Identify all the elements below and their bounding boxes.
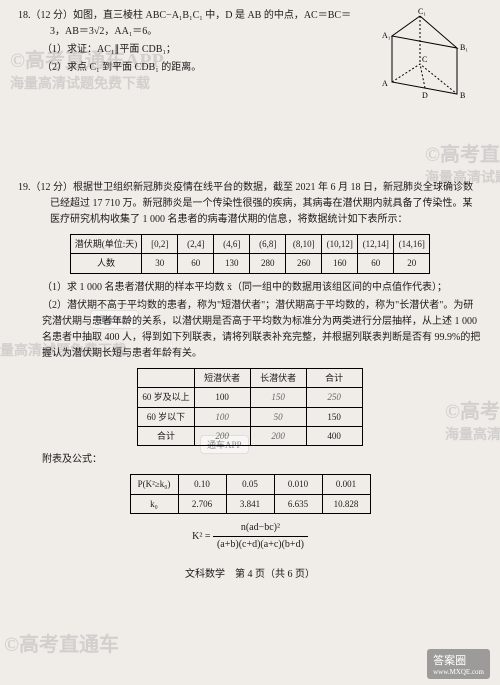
incubation-table: 潜伏期(单位:天)[0,2](2,4](4,6](6,8](8,10](10,1… bbox=[70, 234, 431, 274]
p19-header: 19.（12 分）根据世卫组织新冠肺炎疫情在线平台的数据，截至 2021 年 6… bbox=[18, 180, 482, 228]
diagram-label: C₁ bbox=[418, 8, 426, 16]
page-footer: 文科数学 第 4 页（共 6 页） bbox=[18, 565, 482, 580]
attachment-label: 附表及公式： bbox=[18, 452, 482, 468]
handwritten-annot: 100 bbox=[215, 412, 229, 422]
table-row: 60 岁及以上100 150 250 bbox=[138, 388, 362, 407]
table-row: 人数30601302802601606020 bbox=[70, 254, 430, 273]
problem-18: C₁ A₁ B₁ C A B D 18.（12 分）如图，直三棱柱 ABC−A₁… bbox=[18, 8, 482, 168]
source-logo: 答案圈 www.MXQE.com bbox=[427, 649, 490, 679]
handwritten-annot: 150 bbox=[271, 392, 285, 402]
diagram-label: C bbox=[422, 55, 427, 64]
table-row: 短潜伏者长潜伏者合计 bbox=[138, 368, 362, 387]
table-row: 60 岁以下 100 50 150 bbox=[138, 407, 362, 426]
table-row: 潜伏期(单位:天)[0,2](2,4](4,6](6,8](8,10](10,1… bbox=[70, 235, 430, 254]
diagram-label: B₁ bbox=[460, 43, 468, 52]
diagram-label: A₁ bbox=[382, 31, 391, 40]
handwritten-annot: 200 bbox=[271, 431, 285, 441]
table-row: k₀2.7063.8416.63510.828 bbox=[130, 494, 370, 513]
p19-q1: （1）求 1 000 名患者潜伏期的样本平均数 x̄（同一组中的数据用该组区间的… bbox=[18, 280, 482, 296]
diagram-label: A bbox=[382, 79, 388, 88]
prism-diagram: C₁ A₁ B₁ C A B D bbox=[362, 8, 482, 108]
table-row: P(K²≥k₀)0.100.050.0100.001 bbox=[130, 475, 370, 494]
chi-square-table: P(K²≥k₀)0.100.050.0100.001 k₀2.7063.8416… bbox=[130, 474, 371, 514]
diagram-label: D bbox=[422, 91, 428, 100]
contingency-table: 短潜伏者长潜伏者合计 60 岁及以上100 150 250 60 岁以下 100… bbox=[137, 368, 362, 447]
p19-q2: （2）潜伏期不高于平均数的患者，称为"短潜伏者"；潜伏期高于平均数的，称为"长潜… bbox=[18, 298, 482, 362]
diagram-label: B bbox=[460, 91, 465, 100]
problem-19: 19.（12 分）根据世卫组织新冠肺炎疫情在线平台的数据，截至 2021 年 6… bbox=[18, 180, 482, 553]
table-row: 合计 200 200 400 bbox=[138, 426, 362, 445]
handwritten-annot: 200 bbox=[215, 431, 229, 441]
watermark-text: ©高考直通车 bbox=[4, 628, 119, 657]
handwritten-annot: 50 bbox=[274, 412, 283, 422]
handwritten-annot: 250 bbox=[327, 392, 341, 402]
k-squared-formula: K² = n(ad−bc)² (a+b)(c+d)(a+c)(b+d) bbox=[18, 520, 482, 553]
